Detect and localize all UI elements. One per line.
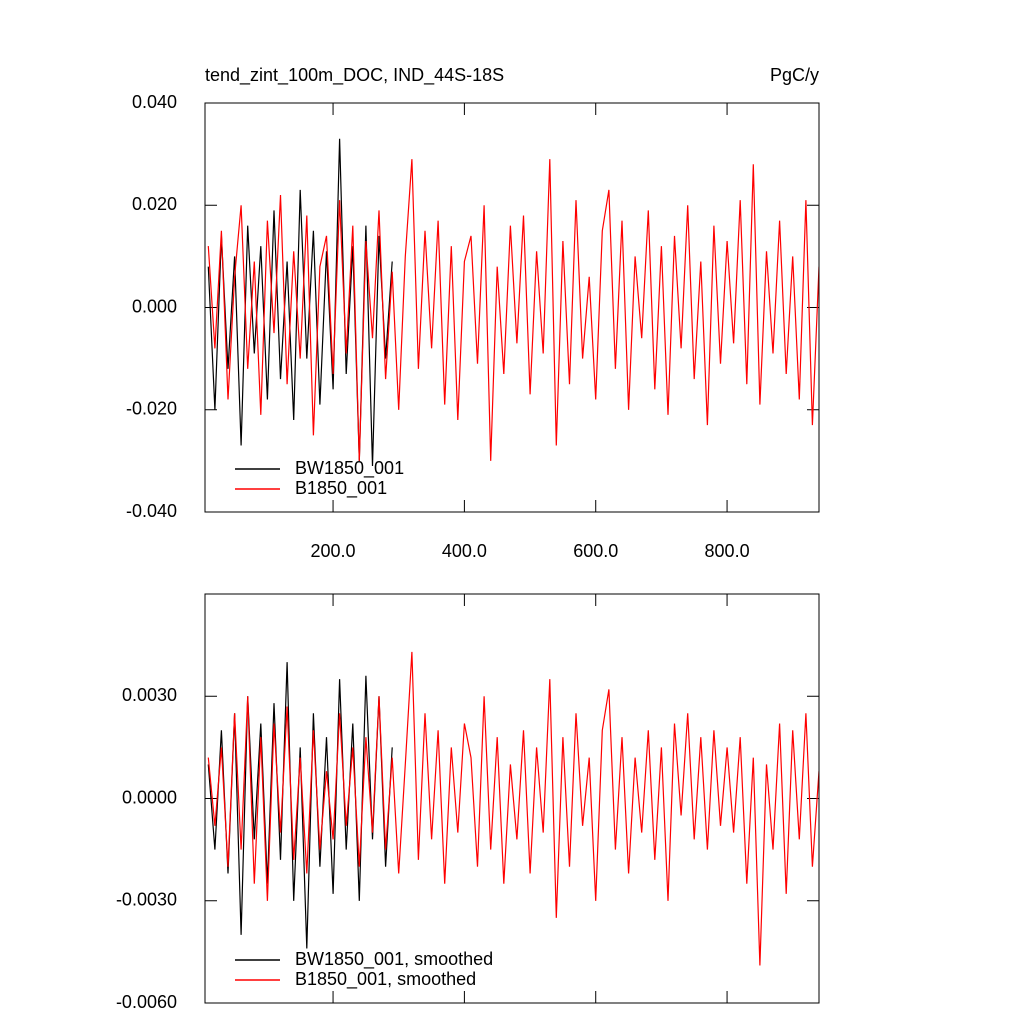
y-tick-label: 0.0000 [122,787,177,807]
x-tick-label: 200.0 [311,541,356,561]
plot-frame [204,593,820,1004]
y-tick-label: -0.0060 [116,992,177,1012]
y-tick-label: -0.0030 [116,890,177,910]
x-tick-label: 600.0 [573,541,618,561]
series-line [207,662,393,949]
y-tick-label: -0.020 [126,399,177,419]
legend-label: BW1850_001 [295,458,404,479]
series-line [207,651,819,966]
units-label: PgC/y [770,65,819,85]
y-tick-label: 0.0030 [122,685,177,705]
x-tick-label: 400.0 [442,541,487,561]
x-tick-label: 800.0 [705,541,750,561]
y-tick-label: -0.040 [126,501,177,521]
legend-label: BW1850_001, smoothed [295,949,493,970]
legend-label: B1850_001 [295,478,387,499]
y-tick-label: 0.040 [132,92,177,112]
chart-title: tend_zint_100m_DOC, IND_44S-18S [205,65,504,86]
y-tick-label: 0.000 [132,296,177,316]
legend-label: B1850_001, smoothed [295,969,476,990]
series-line [207,159,819,461]
plot-frame [204,102,820,513]
y-tick-label: 0.020 [132,194,177,214]
